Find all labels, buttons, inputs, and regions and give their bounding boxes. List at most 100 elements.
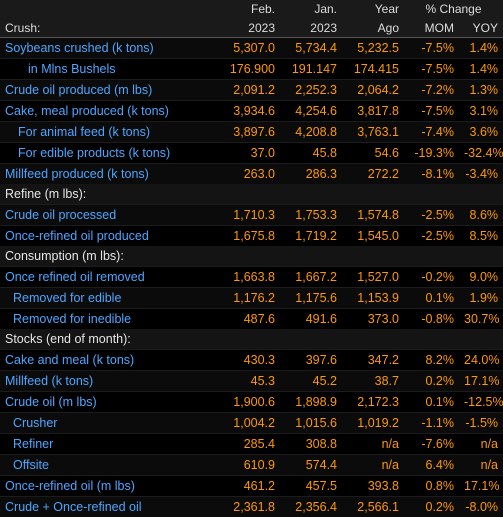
value-jan-2023: 45.8 bbox=[280, 143, 342, 164]
header-cell-2023-jan: 2023 bbox=[280, 18, 342, 38]
value-yoy-change: 24.0% bbox=[459, 350, 503, 371]
value-jan-2023: 4,208.8 bbox=[280, 122, 342, 143]
row-label: Millfeed (k tons) bbox=[0, 371, 200, 392]
value-mom-change: 8.2% bbox=[404, 350, 459, 371]
value-jan-2023: 45.2 bbox=[280, 371, 342, 392]
value-feb-2023: 610.9 bbox=[200, 455, 280, 476]
value-jan-2023: 4,254.6 bbox=[280, 101, 342, 122]
value-year-ago: 1,545.0 bbox=[342, 226, 404, 247]
value-mom-change: -2.5% bbox=[404, 226, 459, 247]
value-year-ago: 1,019.2 bbox=[342, 413, 404, 434]
row-label: Crusher bbox=[0, 413, 200, 434]
value-year-ago: n/a bbox=[342, 434, 404, 455]
value-feb-2023: 1,176.2 bbox=[200, 288, 280, 309]
value-yoy-change: 1.4% bbox=[459, 59, 503, 80]
value-jan-2023: 286.3 bbox=[280, 164, 342, 185]
header-cell-2023-feb: 2023 bbox=[200, 18, 280, 38]
value-feb-2023: 5,307.0 bbox=[200, 38, 280, 59]
value-yoy-change: -8.0% bbox=[459, 497, 503, 517]
value-jan-2023: 191.147 bbox=[280, 59, 342, 80]
value-year-ago: n/a bbox=[342, 455, 404, 476]
value-feb-2023: 37.0 bbox=[200, 143, 280, 164]
row-label: Once refined oil removed bbox=[0, 267, 200, 288]
row-label: Cake and meal (k tons) bbox=[0, 350, 200, 371]
value-mom-change: 0.2% bbox=[404, 497, 459, 517]
value-jan-2023: 397.6 bbox=[280, 350, 342, 371]
value-feb-2023: 1,663.8 bbox=[200, 267, 280, 288]
section-title: Refine (m lbs): bbox=[0, 184, 503, 205]
value-yoy-change: 3.6% bbox=[459, 122, 503, 143]
value-year-ago: 1,153.9 bbox=[342, 288, 404, 309]
value-mom-change: -1.1% bbox=[404, 413, 459, 434]
value-mom-change: -7.6% bbox=[404, 434, 459, 455]
value-mom-change: 0.2% bbox=[404, 371, 459, 392]
value-yoy-change: 17.1% bbox=[459, 476, 503, 497]
value-year-ago: 5,232.5 bbox=[342, 38, 404, 59]
row-label: For animal feed (k tons) bbox=[0, 122, 200, 143]
header-row-2: Crush: 2023 2023 Ago MOM YOY bbox=[0, 18, 503, 38]
value-year-ago: 3,817.8 bbox=[342, 101, 404, 122]
value-jan-2023: 1,175.6 bbox=[280, 288, 342, 309]
value-mom-change: -7.2% bbox=[404, 80, 459, 101]
row-label: Removed for inedible bbox=[0, 309, 200, 330]
value-mom-change: 0.1% bbox=[404, 392, 459, 413]
value-mom-change: -7.5% bbox=[404, 38, 459, 59]
value-mom-change: -7.5% bbox=[404, 59, 459, 80]
value-year-ago: 2,566.1 bbox=[342, 497, 404, 517]
section-title: Consumption (m lbs): bbox=[0, 246, 503, 267]
value-mom-change: -7.5% bbox=[404, 101, 459, 122]
value-yoy-change: 17.1% bbox=[459, 371, 503, 392]
value-jan-2023: 1,015.6 bbox=[280, 413, 342, 434]
value-year-ago: 2,172.3 bbox=[342, 392, 404, 413]
value-year-ago: 2,064.2 bbox=[342, 80, 404, 101]
section-header-row: Refine (m lbs): bbox=[0, 184, 503, 205]
value-yoy-change: 1.3% bbox=[459, 80, 503, 101]
value-mom-change: -0.8% bbox=[404, 309, 459, 330]
value-yoy-change: -1.5% bbox=[459, 413, 503, 434]
row-label: Offsite bbox=[0, 455, 200, 476]
value-feb-2023: 45.3 bbox=[200, 371, 280, 392]
value-jan-2023: 1,719.2 bbox=[280, 226, 342, 247]
value-feb-2023: 1,675.8 bbox=[200, 226, 280, 247]
value-yoy-change: 9.0% bbox=[459, 267, 503, 288]
value-feb-2023: 487.6 bbox=[200, 309, 280, 330]
value-jan-2023: 457.5 bbox=[280, 476, 342, 497]
value-yoy-change: -32.4% bbox=[459, 143, 503, 164]
row-label: in Mlns Bushels bbox=[0, 59, 200, 80]
value-yoy-change: -12.5% bbox=[459, 392, 503, 413]
value-year-ago: 393.8 bbox=[342, 476, 404, 497]
value-feb-2023: 2,091.2 bbox=[200, 80, 280, 101]
value-jan-2023: 491.6 bbox=[280, 309, 342, 330]
value-jan-2023: 2,252.3 bbox=[280, 80, 342, 101]
value-mom-change: -2.5% bbox=[404, 205, 459, 226]
header-cell-mom: MOM bbox=[404, 18, 459, 38]
row-label: Millfeed produced (k tons) bbox=[0, 164, 200, 185]
value-mom-change: 0.8% bbox=[404, 476, 459, 497]
value-year-ago: 1,527.0 bbox=[342, 267, 404, 288]
value-feb-2023: 263.0 bbox=[200, 164, 280, 185]
value-feb-2023: 1,900.6 bbox=[200, 392, 280, 413]
value-yoy-change: 8.5% bbox=[459, 226, 503, 247]
row-label: For edible products (k tons) bbox=[0, 143, 200, 164]
value-year-ago: 272.2 bbox=[342, 164, 404, 185]
value-jan-2023: 1,898.9 bbox=[280, 392, 342, 413]
value-jan-2023: 1,667.2 bbox=[280, 267, 342, 288]
row-label: Cake, meal produced (k tons) bbox=[0, 101, 200, 122]
value-year-ago: 54.6 bbox=[342, 143, 404, 164]
value-jan-2023: 1,753.3 bbox=[280, 205, 342, 226]
section-title: Stocks (end of month): bbox=[0, 329, 503, 350]
